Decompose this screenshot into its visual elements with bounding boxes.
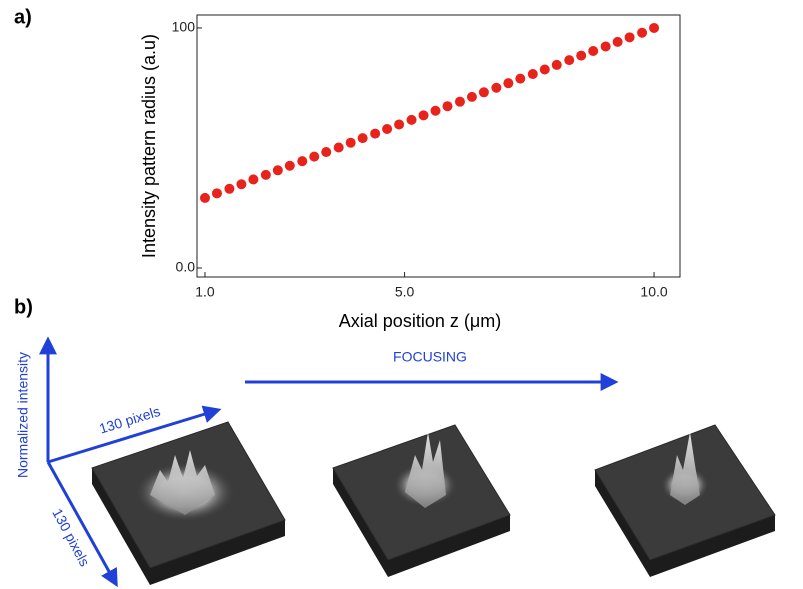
data-point bbox=[600, 41, 611, 52]
data-point bbox=[345, 137, 356, 148]
data-point bbox=[576, 50, 587, 61]
surface-plot bbox=[594, 424, 776, 577]
data-point bbox=[333, 142, 344, 153]
panel-label: b) bbox=[14, 296, 33, 318]
surface-plot bbox=[332, 424, 511, 577]
data-point bbox=[649, 22, 660, 33]
data-point bbox=[515, 73, 526, 84]
data-point bbox=[454, 96, 465, 107]
data-point bbox=[297, 156, 308, 167]
surface-plot bbox=[91, 421, 286, 585]
data-point bbox=[248, 174, 259, 185]
data-point bbox=[624, 32, 635, 43]
data-point bbox=[442, 101, 453, 112]
arrow-label: FOCUSING bbox=[393, 349, 467, 365]
x-tick-label: 10.0 bbox=[640, 284, 667, 300]
panel-label: a) bbox=[14, 6, 32, 28]
x-tick-label: 1.0 bbox=[195, 284, 215, 300]
axes-3d bbox=[39, 336, 619, 588]
data-point bbox=[588, 46, 599, 57]
data-point bbox=[284, 160, 295, 171]
y-tick-label: 0.0 bbox=[176, 259, 196, 275]
data-point bbox=[551, 59, 562, 70]
axis-label: 130 pixels bbox=[49, 506, 93, 569]
data-point bbox=[637, 27, 648, 38]
data-point bbox=[418, 110, 429, 121]
data-point bbox=[211, 188, 222, 199]
data-point bbox=[564, 55, 575, 66]
y-axis-label: Intensity pattern radius (a.u) bbox=[139, 34, 159, 258]
data-point bbox=[491, 82, 502, 93]
data-point bbox=[309, 151, 320, 162]
data-point bbox=[224, 183, 235, 194]
data-point bbox=[382, 124, 393, 135]
data-point bbox=[430, 105, 441, 116]
data-point bbox=[503, 78, 514, 89]
data-point bbox=[321, 147, 332, 158]
data-point bbox=[612, 36, 623, 47]
plot-frame bbox=[196, 14, 681, 278]
data-point bbox=[260, 169, 271, 180]
data-point bbox=[478, 87, 489, 98]
data-point bbox=[394, 119, 405, 130]
x-axis-label: Axial position z (μm) bbox=[339, 311, 501, 331]
axis-label: Normalized intensity bbox=[15, 352, 31, 478]
data-point bbox=[199, 192, 210, 203]
y-tick-label: 100 bbox=[172, 19, 196, 35]
data-point bbox=[236, 179, 247, 190]
x-tick-label: 5.0 bbox=[395, 284, 415, 300]
data-point bbox=[466, 91, 477, 102]
data-point bbox=[357, 133, 368, 144]
data-point bbox=[406, 114, 417, 125]
data-point bbox=[527, 69, 538, 80]
data-point bbox=[370, 128, 381, 139]
data-point bbox=[539, 64, 550, 75]
data-point bbox=[272, 165, 283, 176]
